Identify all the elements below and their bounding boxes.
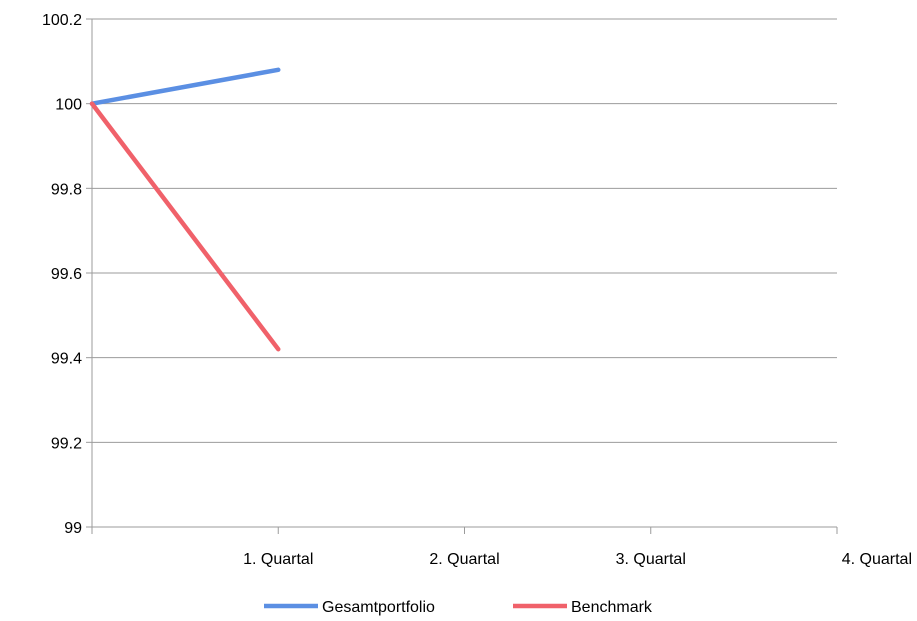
series [89, 67, 281, 352]
x-tick-label: 3. Quartal [616, 551, 686, 568]
x-axis-ticks: 1. Quartal 2. Quartal 3. Quartal 4. Quartal [91, 527, 912, 568]
y-tick-label: 99.8 [51, 181, 82, 198]
series-line [89, 101, 281, 352]
legend-label: Gesamtportfolio [322, 599, 435, 616]
y-tick-label: 99.6 [51, 266, 82, 283]
legend: Gesamtportfolio Benchmark [264, 599, 653, 616]
y-tick-label: 99.2 [51, 435, 82, 452]
x-tick-label: 4. Quartal [842, 551, 912, 568]
y-tick-label: 99 [64, 520, 82, 537]
x-tick-label: 2. Quartal [429, 551, 499, 568]
y-axis-ticks: 99 99.2 99.4 99.6 99.8 100 100.2 [42, 12, 92, 537]
grid [92, 18, 837, 443]
y-tick-label: 99.4 [51, 351, 82, 368]
y-tick-label: 100 [55, 97, 82, 114]
series-line [89, 67, 281, 106]
x-tick-label: 1. Quartal [243, 551, 313, 568]
y-tick-label: 100.2 [42, 12, 82, 29]
legend-label: Benchmark [571, 599, 653, 616]
